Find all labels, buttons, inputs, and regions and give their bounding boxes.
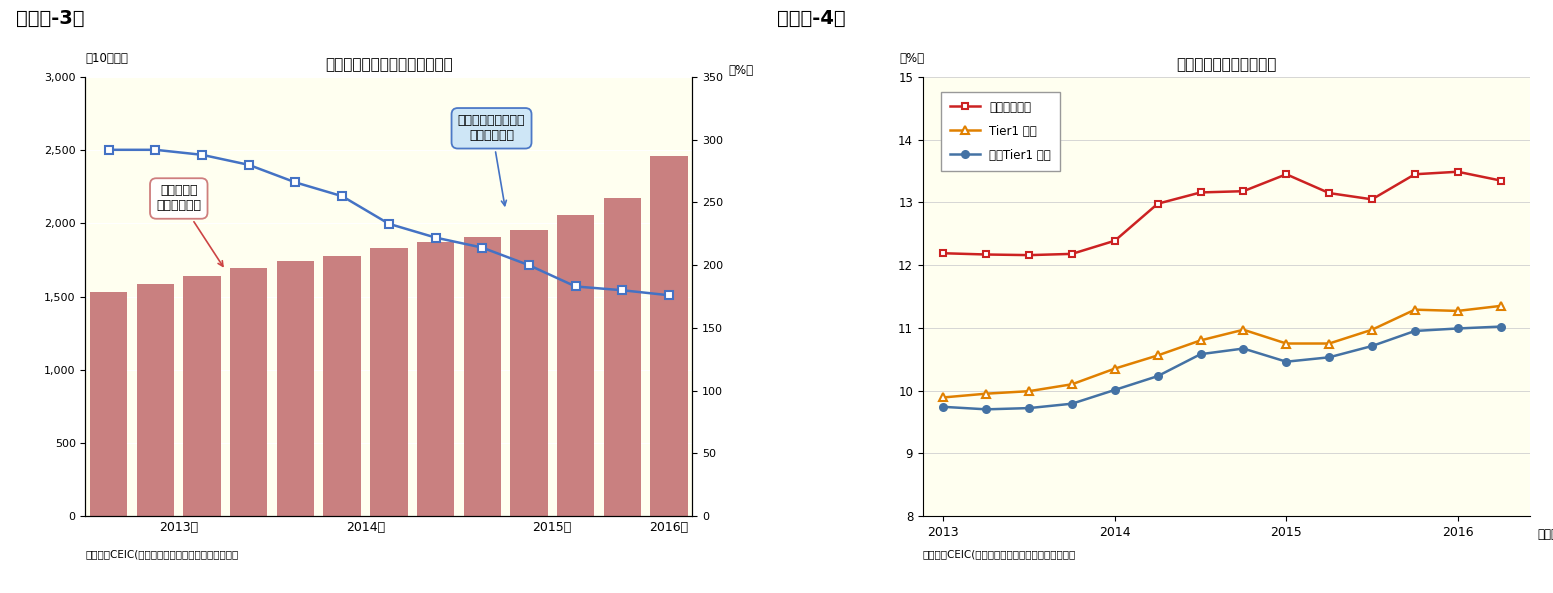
自己資本比率	[1106, 237, 1124, 244]
自己資本比率	[1320, 190, 1339, 197]
コアTier1 比率	[1020, 404, 1039, 412]
Tier1 比率	[1148, 352, 1166, 359]
Text: （%）: （%）	[899, 52, 924, 65]
Tier1 比率	[1491, 302, 1510, 310]
コアTier1 比率	[1148, 372, 1166, 380]
コアTier1 比率	[1449, 325, 1468, 332]
Y-axis label: （%）: （%）	[728, 64, 753, 77]
コアTier1 比率	[1320, 354, 1339, 361]
Tier1 比率	[1362, 326, 1381, 333]
自己資本比率	[1191, 189, 1210, 196]
自己資本比率	[1405, 171, 1424, 178]
Text: （10億元）: （10億元）	[85, 52, 129, 65]
Tier1 比率	[1106, 365, 1124, 372]
Bar	[463, 237, 502, 516]
コアTier1 比率	[1405, 327, 1424, 334]
Tier1 比率	[1020, 388, 1039, 395]
Bar	[230, 268, 267, 516]
コアTier1 比率	[1106, 387, 1124, 394]
自己資本比率	[933, 250, 952, 257]
Bar	[416, 242, 453, 516]
自己資本比率	[1235, 187, 1253, 195]
Legend: 自己資本比率, Tier1 比率, コアTier1 比率: 自己資本比率, Tier1 比率, コアTier1 比率	[941, 92, 1061, 171]
Tier1 比率	[1277, 340, 1295, 347]
自己資本比率	[1362, 196, 1381, 203]
Bar	[511, 230, 548, 516]
Bar	[370, 248, 407, 516]
自己資本比率	[1491, 177, 1510, 184]
Line: 自己資本比率: 自己資本比率	[940, 168, 1503, 259]
自己資本比率	[977, 251, 995, 258]
Tier1 比率	[1062, 381, 1081, 388]
Text: （図表-3）: （図表-3）	[16, 9, 84, 28]
Text: 貸倒引当金
（左メモリ）: 貸倒引当金 （左メモリ）	[157, 184, 224, 266]
自己資本比率	[1062, 250, 1081, 257]
Text: 貸倒引当金カバー率
（右メモリ）: 貸倒引当金カバー率 （右メモリ）	[458, 114, 525, 206]
Text: （資料）CEIC(出所は中国銀行業監督管理委員会）: （資料）CEIC(出所は中国銀行業監督管理委員会）	[922, 550, 1076, 559]
コアTier1 比率	[1277, 358, 1295, 365]
コアTier1 比率	[1362, 343, 1381, 350]
コアTier1 比率	[933, 403, 952, 410]
Bar	[137, 284, 174, 516]
Tier1 比率	[1320, 340, 1339, 347]
Text: （資料）CEIC(出所は中国銀行業監督管理委員会）: （資料）CEIC(出所は中国銀行業監督管理委員会）	[85, 550, 239, 559]
Tier1 比率	[1449, 307, 1468, 314]
コアTier1 比率	[977, 406, 995, 413]
Tier1 比率	[1235, 326, 1253, 333]
Tier1 比率	[977, 390, 995, 397]
Bar	[604, 199, 641, 516]
Tier1 比率	[1191, 337, 1210, 344]
Title: 商業銀行の貸倒引当金カバー率: 商業銀行の貸倒引当金カバー率	[325, 57, 453, 72]
自己資本比率	[1277, 171, 1295, 178]
Tier1 比率	[1405, 306, 1424, 313]
コアTier1 比率	[1491, 323, 1510, 330]
Bar	[183, 276, 221, 516]
Line: コアTier1 比率: コアTier1 比率	[940, 323, 1503, 413]
Bar	[558, 215, 595, 516]
自己資本比率	[1148, 200, 1166, 208]
コアTier1 比率	[1062, 400, 1081, 407]
Bar	[90, 292, 127, 516]
Tier1 比率	[933, 394, 952, 401]
自己資本比率	[1020, 251, 1039, 259]
Bar	[651, 156, 688, 516]
Text: （年）: （年）	[1537, 528, 1553, 541]
Line: Tier1 比率: Tier1 比率	[940, 302, 1505, 401]
Bar	[323, 256, 360, 516]
コアTier1 比率	[1235, 345, 1253, 352]
Title: 商業銀行の自己資本比率: 商業銀行の自己資本比率	[1176, 57, 1277, 72]
Text: （図表-4）: （図表-4）	[776, 9, 845, 28]
自己資本比率	[1449, 168, 1468, 176]
Bar	[276, 261, 314, 516]
コアTier1 比率	[1191, 350, 1210, 358]
